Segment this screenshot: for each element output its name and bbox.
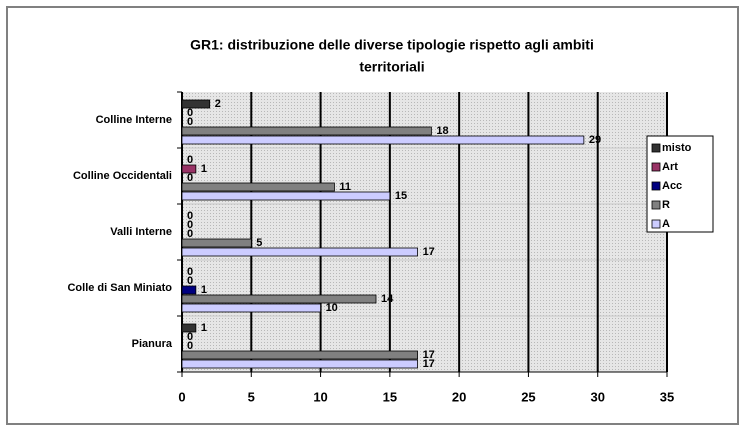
legend-label: Acc (662, 180, 682, 192)
legend-swatch (651, 181, 661, 191)
bar (181, 191, 391, 201)
value-label: 0 (187, 275, 193, 287)
value-label: 11 (339, 181, 351, 193)
value-label: 14 (381, 293, 394, 305)
value-label: 0 (187, 210, 193, 222)
x-tick-label: 35 (660, 389, 674, 404)
value-label: 5 (256, 237, 262, 249)
value-label: 18 (436, 125, 448, 137)
y-tick-label: Colline Occidentali (73, 170, 172, 182)
value-label: 1 (201, 163, 207, 175)
value-label: 0 (187, 331, 193, 343)
value-label: 17 (423, 246, 435, 258)
chart-title: territoriali (359, 59, 424, 75)
legend-label: Art (662, 161, 678, 173)
bar (181, 247, 418, 257)
value-label: 17 (423, 358, 435, 370)
y-tick-label: Colline Interne (96, 114, 172, 126)
bar (181, 99, 211, 109)
legend-swatch (651, 162, 661, 172)
bar (181, 303, 321, 313)
bar (181, 238, 252, 248)
bar (181, 126, 432, 136)
bar (181, 164, 197, 174)
value-label: 29 (589, 134, 601, 146)
value-label: 0 (187, 219, 193, 231)
legend-label: R (662, 199, 670, 211)
x-tick-label: 30 (590, 389, 604, 404)
value-label: 0 (187, 154, 193, 166)
bar (181, 182, 335, 192)
value-label: 0 (187, 116, 193, 128)
value-label: 17 (423, 349, 435, 361)
y-tick-label: Pianura (132, 338, 173, 350)
chart-title: GR1: distribuzione delle diverse tipolog… (190, 37, 594, 53)
x-tick-label: 25 (521, 389, 535, 404)
value-label: 0 (187, 340, 193, 352)
bar (181, 285, 197, 295)
value-label: 1 (201, 322, 207, 334)
bar (181, 294, 377, 304)
bar (181, 323, 197, 333)
value-label: 0 (187, 172, 193, 184)
value-label: 0 (187, 266, 193, 278)
value-label: 10 (326, 302, 338, 314)
bar (181, 359, 418, 369)
legend-swatch (651, 143, 661, 153)
x-tick-label: 5 (248, 389, 255, 404)
x-tick-label: 15 (383, 389, 397, 404)
y-tick-label: Colle di San Miniato (67, 282, 172, 294)
x-tick-label: 10 (313, 389, 327, 404)
bar (181, 350, 418, 360)
legend-label: A (662, 218, 670, 230)
y-tick-label: Valli Interne (110, 226, 172, 238)
value-label: 2 (215, 98, 221, 110)
value-label: 1 (201, 284, 207, 296)
legend-label: misto (662, 142, 692, 154)
legend-swatch (651, 200, 661, 210)
value-label: 15 (395, 190, 407, 202)
value-label: 0 (187, 228, 193, 240)
legend-swatch (651, 219, 661, 229)
x-tick-label: 20 (452, 389, 466, 404)
bar (181, 135, 585, 145)
value-label: 0 (187, 107, 193, 119)
x-tick-label: 0 (178, 389, 185, 404)
